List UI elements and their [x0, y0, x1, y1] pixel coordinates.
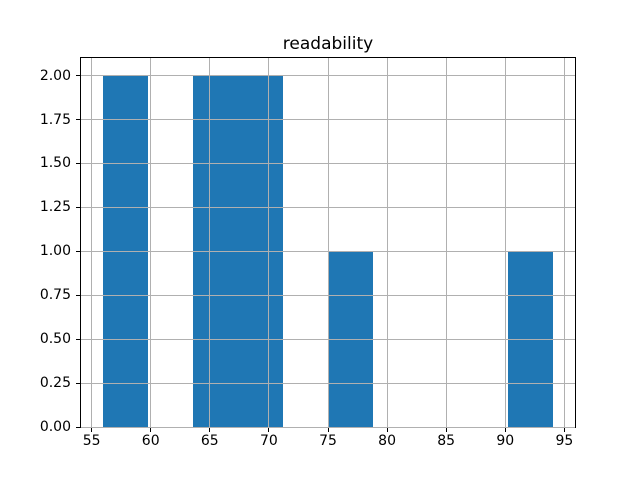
gridline-vertical [386, 58, 388, 427]
y-tick-mark [76, 382, 80, 384]
gridline-vertical [445, 58, 447, 427]
x-tick-label: 85 [437, 433, 456, 449]
x-tick-mark [150, 428, 152, 432]
x-tick-mark [209, 428, 211, 432]
grid-layer [81, 58, 575, 428]
y-tick-mark [76, 250, 80, 252]
y-tick-label: 1.00 [39, 243, 71, 260]
y-tick-label: 1.75 [39, 111, 71, 128]
gridline-vertical [504, 58, 506, 427]
y-tick-mark [76, 338, 80, 340]
gridline-vertical [150, 58, 152, 427]
gridline-horizontal [81, 206, 575, 208]
x-tick-mark [268, 428, 270, 432]
y-tick-label: 0.50 [39, 331, 71, 348]
gridline-vertical [268, 58, 270, 427]
gridline-vertical [563, 58, 565, 427]
y-tick-mark [76, 75, 80, 77]
x-tick-mark [91, 428, 93, 432]
x-tick-mark [504, 428, 506, 432]
x-tick-mark [386, 428, 388, 432]
gridline-horizontal [81, 250, 575, 252]
gridline-horizontal [81, 338, 575, 340]
y-tick-label: 2.00 [39, 67, 71, 84]
gridline-horizontal [81, 294, 575, 296]
gridline-vertical [91, 58, 93, 427]
x-tick-label: 75 [319, 433, 337, 449]
gridline-vertical [327, 58, 329, 427]
chart-title: readability [282, 34, 374, 54]
gridline-horizontal [81, 382, 575, 384]
x-tick-label: 65 [200, 433, 219, 449]
plot-area [80, 57, 576, 428]
y-tick-label: 1.50 [39, 155, 71, 172]
x-tick-label: 60 [141, 433, 160, 449]
x-tick-label: 95 [555, 433, 574, 449]
x-tick-label: 70 [259, 433, 278, 449]
x-tick-mark [445, 428, 447, 432]
x-tick-mark [327, 428, 329, 432]
x-tick-label: 90 [496, 433, 515, 449]
gridline-horizontal [81, 426, 575, 428]
y-tick-mark [76, 294, 80, 296]
gridline-horizontal [81, 162, 575, 164]
y-tick-label: 0.00 [39, 419, 71, 435]
gridline-vertical [209, 58, 211, 427]
gridline-horizontal [81, 119, 575, 120]
x-tick-label: 80 [378, 433, 396, 449]
y-tick-mark [76, 119, 80, 120]
gridline-horizontal [81, 75, 575, 77]
y-tick-label: 0.25 [39, 375, 71, 392]
y-tick-mark [76, 426, 80, 428]
x-tick-mark [563, 428, 565, 432]
y-tick-mark [76, 206, 80, 208]
y-tick-label: 1.25 [39, 199, 71, 216]
y-tick-mark [76, 162, 80, 164]
x-tick-label: 55 [82, 433, 101, 449]
y-tick-label: 0.75 [39, 287, 71, 304]
